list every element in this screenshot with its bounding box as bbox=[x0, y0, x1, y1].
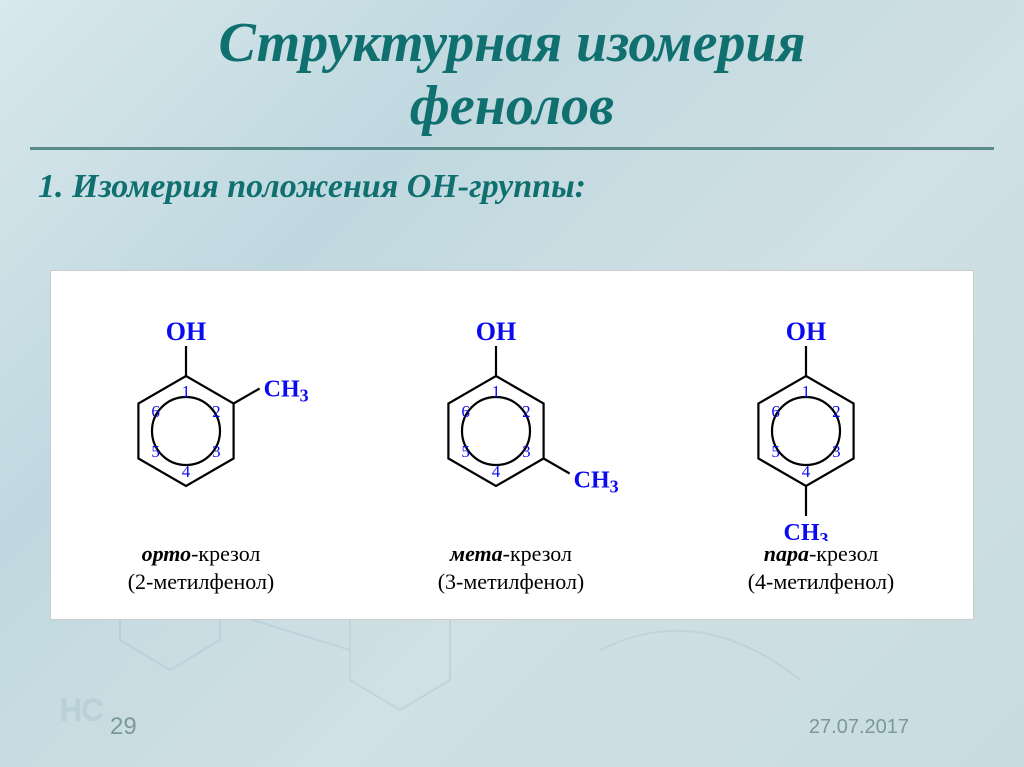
isomer-prefix: орто bbox=[142, 541, 192, 566]
slide-number: 29 bbox=[110, 713, 137, 741]
aromatic-circle bbox=[152, 397, 220, 465]
oh-label: OH bbox=[166, 317, 206, 346]
aromatic-circle bbox=[772, 397, 840, 465]
molecule-svg: 1 2 3 4 5 6 OH CH3 bbox=[676, 281, 966, 541]
ring-number: 6 bbox=[771, 402, 780, 421]
oh-label: OH bbox=[476, 317, 516, 346]
oh-label: OH bbox=[786, 317, 826, 346]
ch3-label: CH3 bbox=[264, 377, 309, 406]
molecule-meta: 1 2 3 4 5 6 OH CH3 мета-крезол (3-метилфенол) bbox=[361, 281, 661, 595]
ring-number: 3 bbox=[522, 442, 531, 461]
ch3-label: CH3 bbox=[784, 520, 829, 541]
ring-number: 3 bbox=[832, 442, 841, 461]
ring-number: 2 bbox=[212, 402, 221, 421]
isomer-suffix: -крезол bbox=[191, 541, 260, 566]
ring-number: 5 bbox=[771, 442, 780, 461]
ch3-bond bbox=[544, 459, 570, 474]
ring-number: 1 bbox=[492, 382, 501, 401]
ring-number: 2 bbox=[522, 402, 531, 421]
svg-text:HC: HC bbox=[60, 694, 103, 727]
ring-number: 2 bbox=[832, 402, 841, 421]
molecule-iupac: (2-метилфенол) bbox=[51, 569, 351, 595]
ring-number: 1 bbox=[802, 382, 811, 401]
molecule-iupac: (3-метилфенол) bbox=[361, 569, 661, 595]
ring-number: 5 bbox=[151, 442, 160, 461]
ch3-bond bbox=[234, 389, 260, 404]
title-block: Структурная изомерия фенолов bbox=[0, 0, 1024, 141]
ring-number: 6 bbox=[151, 402, 160, 421]
molecule-para: 1 2 3 4 5 6 OH CH3 пара-крезол (4-метилфенол) bbox=[671, 281, 971, 595]
ring-number: 1 bbox=[182, 382, 191, 401]
molecule-svg: 1 2 3 4 5 6 OH CH3 bbox=[366, 281, 656, 541]
title-underline bbox=[30, 147, 994, 150]
isomer-suffix: -крезол bbox=[809, 541, 878, 566]
ring-number: 4 bbox=[182, 462, 191, 481]
isomer-prefix: пара bbox=[764, 541, 809, 566]
aromatic-circle bbox=[462, 397, 530, 465]
molecule-name: пара-крезол bbox=[671, 541, 971, 567]
isomer-prefix: мета bbox=[450, 541, 503, 566]
ring-number: 5 bbox=[461, 442, 470, 461]
title-line-1: Структурная изомерия bbox=[218, 12, 805, 74]
molecule-svg: 1 2 3 4 5 6 OH CH3 bbox=[56, 281, 346, 541]
ring-number: 4 bbox=[802, 462, 811, 481]
ch3-label: CH3 bbox=[574, 468, 619, 497]
slide-date: 27.07.2017 bbox=[809, 716, 909, 739]
subtitle: 1. Изомерия положения ОН-группы: bbox=[38, 168, 1024, 206]
title-line-2: фенолов bbox=[410, 75, 614, 137]
molecule-name: орто-крезол bbox=[51, 541, 351, 567]
isomer-suffix: -крезол bbox=[503, 541, 572, 566]
slide-title: Структурная изомерия фенолов bbox=[0, 12, 1024, 137]
molecule-name: мета-крезол bbox=[361, 541, 661, 567]
ring-number: 4 bbox=[492, 462, 501, 481]
ring-number: 6 bbox=[461, 402, 470, 421]
chemistry-diagram-area: 123456 OH CH3 орто-крезол (2-метилфенол)… bbox=[50, 270, 974, 620]
molecule-iupac: (4-метилфенол) bbox=[671, 569, 971, 595]
ring-number: 3 bbox=[212, 442, 221, 461]
molecule-ortho: 1 2 3 4 5 6 OH CH3 орто-крезол (2-метилфенол) bbox=[51, 281, 351, 595]
